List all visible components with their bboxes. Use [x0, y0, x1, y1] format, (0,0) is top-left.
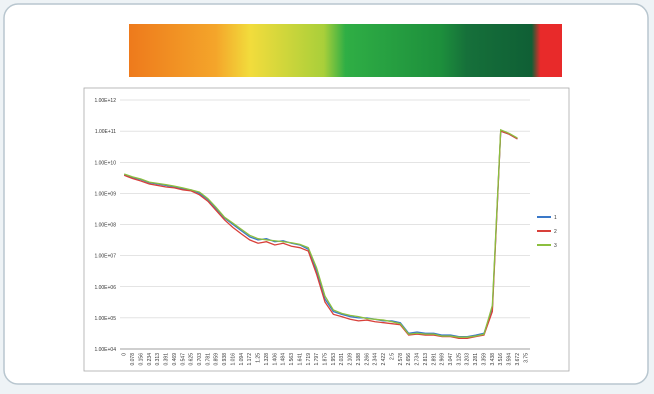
- x-tick-label: 0.938: [222, 353, 228, 366]
- x-tick-label: 0.625: [189, 353, 195, 366]
- x-tick-label: 0.078: [130, 353, 136, 366]
- x-tick-label: 3.672: [515, 353, 521, 366]
- x-tick-label: 1.953: [331, 353, 337, 366]
- x-tick-label: 2.578: [398, 353, 404, 366]
- x-tick-label: 2.734: [415, 353, 421, 366]
- x-tick-label: 0.391: [164, 353, 170, 366]
- x-tick-label: 2.891: [431, 353, 437, 366]
- x-tick-label: 3.281: [473, 353, 479, 366]
- color-strip: [129, 24, 562, 77]
- x-tick-label: 1.563: [289, 353, 295, 366]
- x-tick-label: 1.484: [281, 353, 287, 366]
- x-tick-label: 0: [122, 353, 128, 356]
- x-tick-label: 2.188: [356, 353, 362, 366]
- legend-label: 2: [554, 229, 557, 235]
- x-tick-label: 1.641: [297, 353, 303, 366]
- x-tick-label: 1.797: [314, 353, 320, 366]
- y-tick-label: 1.00E+11: [95, 129, 116, 135]
- legend-label: 3: [554, 243, 557, 249]
- x-tick-label: 3.594: [507, 353, 513, 366]
- x-tick-label: 0.234: [147, 353, 153, 366]
- x-tick-label: 2.969: [440, 353, 446, 366]
- y-tick-label: 1.00E+05: [94, 316, 116, 322]
- x-tick-label: 3.125: [456, 353, 462, 366]
- screenshot: 1.00E+04 1.00E+05 1.00E+06 1.00E+07 1.00E+08…: [0, 0, 654, 389]
- y-tick-label: 1.00E+06: [94, 285, 116, 291]
- x-tick-label: 3.359: [481, 353, 487, 366]
- y-tick-label: 1.00E+12: [94, 98, 116, 104]
- x-tick-label: 0.859: [214, 353, 220, 366]
- x-tick-label: 2.422: [381, 353, 387, 366]
- x-tick-label: 1.094: [239, 353, 245, 366]
- x-tick-label: 0.313: [155, 353, 161, 366]
- x-tick-label: 1.719: [306, 353, 312, 366]
- x-tick-label: 3.75: [523, 353, 529, 363]
- y-tick-label: 1.00E+04: [94, 347, 116, 353]
- x-tick-label: 3.203: [465, 353, 471, 366]
- x-tick-label: 2.109: [348, 353, 354, 366]
- x-tick-label: 2.031: [339, 353, 345, 366]
- y-tick-label: 1.00E+09: [94, 191, 116, 197]
- x-tick-label: 0.469: [172, 353, 178, 366]
- x-tick-label: 3.047: [448, 353, 454, 366]
- legend-label: 1: [554, 215, 557, 221]
- x-tick-label: 2.266: [364, 353, 370, 366]
- x-tick-label: 3.516: [498, 353, 504, 366]
- x-tick-label: 0.703: [197, 353, 203, 366]
- x-tick-label: 3.438: [490, 353, 496, 366]
- x-tick-label: 1.016: [230, 353, 236, 366]
- x-tick-label: 1.172: [247, 353, 253, 366]
- x-tick-label: 1.875: [323, 353, 329, 366]
- x-tick-label: 1.406: [272, 353, 278, 366]
- y-tick-label: 1.00E+08: [94, 223, 116, 229]
- y-tick-label: 1.00E+10: [94, 160, 116, 166]
- x-tick-label: 2.813: [423, 353, 429, 366]
- x-tick-label: 2.656: [406, 353, 412, 366]
- x-tick-label: 0.781: [205, 353, 211, 366]
- x-tick-label: 2.5: [389, 353, 395, 360]
- x-tick-label: 0.547: [180, 353, 186, 366]
- x-tick-label: 1.25: [256, 353, 262, 363]
- y-tick-label: 1.00E+07: [94, 254, 116, 260]
- x-tick-label: 0.156: [138, 353, 144, 366]
- x-tick-label: 2.344: [373, 353, 379, 366]
- x-tick-label: 1.328: [264, 353, 270, 366]
